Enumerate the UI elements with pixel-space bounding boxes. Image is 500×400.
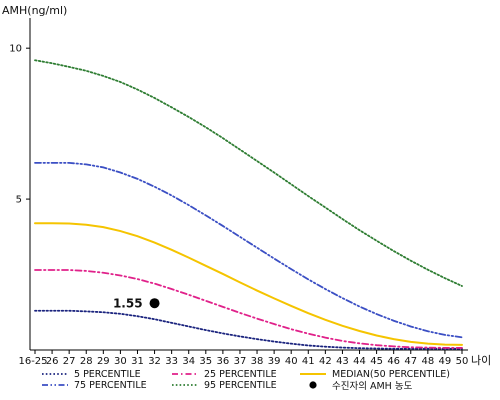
x-tick-label: 34 (182, 356, 195, 367)
x-tick-label: 32 (148, 356, 161, 367)
series-lines (34, 59, 463, 350)
x-tick-label: 31 (131, 356, 144, 367)
x-tick-label: 29 (97, 356, 110, 367)
legend-point-marker (309, 381, 317, 389)
series-line (34, 222, 463, 346)
x-tick-label: 36 (217, 356, 230, 367)
x-tick-label: 42 (319, 356, 332, 367)
x-axis-title: 나이 (471, 354, 491, 367)
x-tick-label: 48 (421, 356, 434, 367)
patient-amh-point (149, 298, 160, 309)
legend-label: MEDIAN(50 PERCENTILE) (332, 369, 450, 380)
legend-label: 95 PERCENTILE (204, 380, 277, 391)
y-ticks: 5 10 (9, 44, 30, 206)
x-tick-label: 41 (302, 356, 315, 367)
patient-amh-value-label: 1.55 (113, 297, 143, 311)
x-tick-label: 50 (456, 356, 469, 367)
y-axis-title: AMH(ng/ml) (2, 4, 67, 17)
y-tick-label: 10 (9, 44, 22, 55)
series-line (34, 309, 463, 350)
series-line (34, 161, 463, 339)
legend-label: 75 PERCENTILE (74, 380, 147, 391)
x-tick-label: 45 (370, 356, 383, 367)
x-tick-label: 16-25 (18, 356, 47, 367)
x-tick-label: 39 (268, 356, 281, 367)
x-tick-label: 30 (114, 356, 127, 367)
legend: 5 PERCENTILE 25 PERCENTILE MEDIAN(50 PERCE… (42, 369, 450, 392)
series-line (34, 269, 463, 349)
x-tick-label: 40 (285, 356, 298, 367)
series-line (34, 59, 463, 287)
x-tick-label: 27 (63, 356, 76, 367)
x-tick-label: 38 (251, 356, 264, 367)
x-tick-label: 44 (353, 356, 366, 367)
legend-label: 25 PERCENTILE (204, 369, 277, 380)
x-tick-label: 33 (165, 356, 178, 367)
data-points: 1.55 (113, 297, 160, 311)
y-tick-label: 5 (16, 195, 22, 206)
x-tick-label: 47 (404, 356, 417, 367)
x-tick-label: 43 (336, 356, 349, 367)
x-tick-label: 28 (80, 356, 93, 367)
x-tick-label: 35 (199, 356, 212, 367)
legend-label: 5 PERCENTILE (74, 369, 141, 380)
legend-label: 수진자의 AMH 농도 (332, 381, 413, 392)
x-tick-label: 46 (387, 356, 400, 367)
x-tick-label: 26 (46, 356, 59, 367)
x-tick-label: 37 (234, 356, 247, 367)
x-tick-label: 49 (439, 356, 452, 367)
